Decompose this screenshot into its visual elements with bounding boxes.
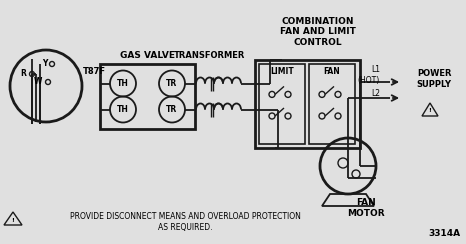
- Text: TH: TH: [117, 105, 129, 114]
- Bar: [309, 64, 355, 144]
- Text: POWER
SUPPLY: POWER SUPPLY: [417, 69, 452, 89]
- Text: !: !: [429, 108, 432, 112]
- Text: Y: Y: [41, 59, 47, 68]
- Bar: [259, 64, 305, 144]
- Bar: [255, 60, 360, 148]
- Text: TRANSFORMER: TRANSFORMER: [174, 51, 246, 60]
- Text: TR: TR: [166, 79, 178, 88]
- Text: PROVIDE DISCONNECT MEANS AND OVERLOAD PROTECTION
AS REQUIRED.: PROVIDE DISCONNECT MEANS AND OVERLOAD PR…: [69, 212, 301, 232]
- Text: L1
(HOT): L1 (HOT): [358, 65, 380, 85]
- Bar: [100, 64, 195, 129]
- Text: FAN: FAN: [323, 67, 340, 75]
- Text: !: !: [12, 217, 14, 223]
- Text: 3314A: 3314A: [428, 230, 460, 238]
- Text: FAN
MOTOR: FAN MOTOR: [347, 198, 385, 218]
- Text: W: W: [34, 78, 42, 87]
- Text: LIMIT: LIMIT: [270, 67, 294, 75]
- Text: TH: TH: [117, 79, 129, 88]
- Text: COMBINATION
FAN AND LIMIT
CONTROL: COMBINATION FAN AND LIMIT CONTROL: [280, 17, 356, 47]
- Text: GAS VALVE: GAS VALVE: [120, 51, 175, 60]
- Text: T87F: T87F: [82, 68, 105, 77]
- Text: TR: TR: [166, 105, 178, 114]
- Text: L2: L2: [371, 89, 380, 98]
- Text: R: R: [20, 70, 26, 79]
